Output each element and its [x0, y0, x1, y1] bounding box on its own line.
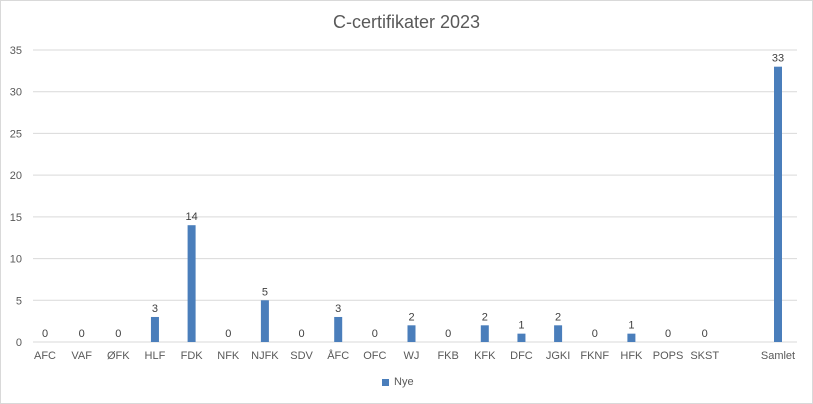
data-label-HLF: 3	[152, 303, 158, 315]
bar-DFC	[517, 333, 526, 342]
x-tick-label-SKST: SKST	[690, 350, 719, 362]
data-label-HFK: 1	[628, 320, 634, 332]
x-tick-label-NJFK: NJFK	[251, 350, 279, 362]
x-tick-label-ÅFC: ÅFC	[327, 349, 349, 362]
legend-swatch-nye	[382, 378, 389, 386]
data-label-DFC: 1	[518, 320, 524, 332]
x-tick-label-OFC: OFC	[363, 350, 386, 362]
data-label-Samlet: 33	[772, 53, 784, 65]
data-label-SDV: 0	[298, 328, 304, 340]
y-tick-label-35: 35	[10, 45, 22, 57]
x-tick-label-SDV: SDV	[290, 350, 313, 362]
data-label-AFC: 0	[42, 328, 48, 340]
y-tick-label-25: 25	[10, 128, 22, 140]
data-label-NFK: 0	[225, 328, 231, 340]
x-tick-label-JGKI: JGKI	[546, 350, 570, 362]
bar-FDK	[187, 225, 196, 342]
data-label-POPS: 0	[665, 328, 671, 340]
x-tick-label-WJ: WJ	[404, 350, 420, 362]
x-tick-label-HLF: HLF	[145, 350, 166, 362]
data-label-ÅFC: 3	[335, 303, 341, 315]
x-tick-label-POPS: POPS	[653, 350, 684, 362]
x-tick-label-AFC: AFC	[34, 350, 56, 362]
chart-title: C-certifikater 2023	[332, 12, 481, 32]
bar-KFK	[480, 325, 489, 342]
data-label-FKNF: 0	[592, 328, 598, 340]
bar-Samlet	[774, 66, 782, 342]
bar-WJ	[407, 325, 416, 342]
bar-HFK	[627, 333, 636, 342]
x-tick-label-FKB: FKB	[437, 350, 458, 362]
y-tick-label-0: 0	[16, 337, 22, 349]
y-tick-label-10: 10	[10, 254, 22, 266]
bar-HLF	[150, 316, 159, 342]
bar-NJFK	[260, 300, 269, 342]
y-tick-label-20: 20	[10, 170, 22, 182]
y-tick-label-15: 15	[10, 212, 22, 224]
x-tick-label-FDK: FDK	[181, 350, 204, 362]
data-label-SKST: 0	[702, 328, 708, 340]
data-label-WJ: 2	[408, 311, 414, 323]
data-label-NJFK: 5	[262, 286, 268, 298]
data-label-VAF: 0	[79, 328, 85, 340]
y-tick-label-5: 5	[16, 295, 22, 307]
x-tick-label-NFK: NFK	[217, 350, 240, 362]
bar-JGKI	[554, 325, 563, 342]
data-label-ØFK: 0	[115, 328, 121, 340]
x-tick-label-HFK: HFK	[620, 350, 643, 362]
legend: Nye	[382, 376, 414, 388]
x-tick-label-ØFK: ØFK	[107, 350, 130, 362]
x-tick-label-DFC: DFC	[510, 350, 533, 362]
x-tick-label-FKNF: FKNF	[580, 350, 609, 362]
data-label-KFK: 2	[482, 311, 488, 323]
y-tick-label-30: 30	[10, 87, 22, 99]
x-tick-label-Samlet: Samlet	[761, 350, 795, 362]
legend-label-nye: Nye	[394, 376, 414, 388]
data-label-OFC: 0	[372, 328, 378, 340]
x-tick-label-VAF: VAF	[71, 350, 92, 362]
x-tick-label-KFK: KFK	[474, 350, 496, 362]
data-label-FDK: 14	[185, 211, 197, 223]
data-label-FKB: 0	[445, 328, 451, 340]
data-label-JGKI: 2	[555, 311, 561, 323]
bar-ÅFC	[334, 316, 343, 342]
